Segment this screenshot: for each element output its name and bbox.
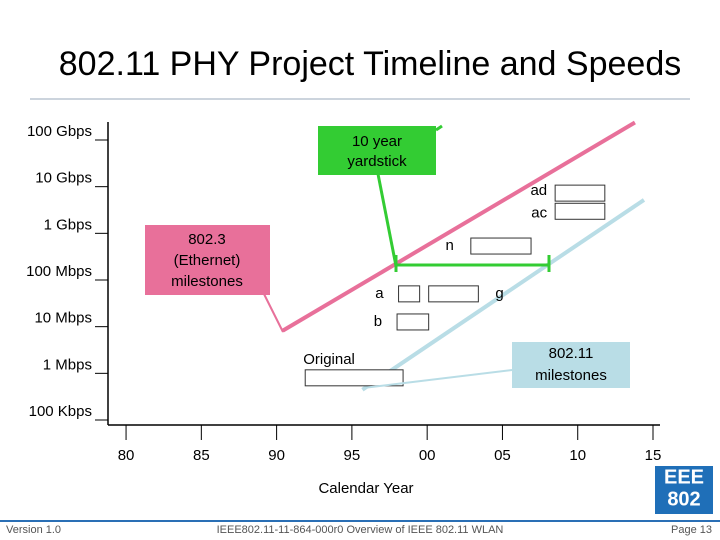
x-tick-label: 95 bbox=[344, 447, 361, 464]
project-box bbox=[470, 237, 532, 255]
callout-text: 10 year bbox=[352, 133, 402, 150]
project-box bbox=[396, 313, 430, 331]
x-tick-label: 05 bbox=[494, 447, 511, 464]
project-label: ac bbox=[531, 204, 547, 221]
footer-center: IEEE802.11-11-864-000r0 Overview of IEEE… bbox=[217, 524, 504, 536]
slide-title: 802.11 PHY Project Timeline and Speeds bbox=[59, 45, 681, 83]
x-tick-label: 80 bbox=[118, 447, 135, 464]
logo-text: EEE bbox=[664, 466, 704, 488]
footer-left: Version 1.0 bbox=[6, 524, 61, 536]
callout-text: (Ethernet) bbox=[174, 252, 241, 269]
y-tick-label: 100 Gbps bbox=[27, 123, 92, 140]
callout-text: milestones bbox=[171, 273, 243, 290]
y-tick-label: 1 Gbps bbox=[44, 216, 92, 233]
x-axis-label: Calendar Year bbox=[318, 480, 413, 497]
project-box bbox=[428, 285, 479, 303]
x-tick-label: 10 bbox=[569, 447, 586, 464]
footer-right: Page 13 bbox=[671, 524, 712, 536]
project-box bbox=[304, 369, 404, 387]
callout-text: 802.3 bbox=[188, 231, 226, 248]
x-tick-label: 15 bbox=[645, 447, 662, 464]
project-box bbox=[554, 202, 606, 220]
project-box bbox=[554, 184, 606, 202]
callout-text: milestones bbox=[535, 367, 607, 384]
callout-text: yardstick bbox=[347, 153, 407, 170]
callout-box bbox=[318, 126, 436, 175]
callout-box bbox=[145, 225, 270, 295]
y-tick-label: 10 Gbps bbox=[35, 170, 92, 187]
series-line bbox=[361, 198, 646, 392]
project-label: a bbox=[375, 285, 384, 302]
project-label: n bbox=[445, 237, 453, 254]
logo bbox=[655, 466, 713, 514]
callout-pointer bbox=[362, 369, 513, 389]
y-tick-label: 10 Mbps bbox=[34, 310, 92, 327]
x-tick-label: 00 bbox=[419, 447, 436, 464]
project-label: g bbox=[495, 285, 503, 302]
x-tick-label: 90 bbox=[268, 447, 285, 464]
y-tick-label: 1 Mbps bbox=[43, 356, 92, 373]
series-line bbox=[281, 120, 636, 333]
callout-text: 802.11 bbox=[549, 345, 594, 362]
y-tick-label: 100 Kbps bbox=[29, 403, 92, 420]
project-label: b bbox=[374, 313, 382, 330]
callout-pointer bbox=[376, 173, 398, 267]
footer-bg bbox=[0, 521, 720, 540]
logo-text: 802 bbox=[667, 488, 700, 510]
project-box bbox=[398, 285, 421, 303]
project-label: ad bbox=[530, 182, 547, 199]
callout-pointer bbox=[261, 289, 284, 333]
callout-box bbox=[512, 342, 630, 388]
x-tick-label: 85 bbox=[193, 447, 210, 464]
project-label: Original bbox=[303, 351, 355, 368]
callout-pointer bbox=[435, 124, 443, 132]
y-tick-label: 100 Mbps bbox=[26, 263, 92, 280]
